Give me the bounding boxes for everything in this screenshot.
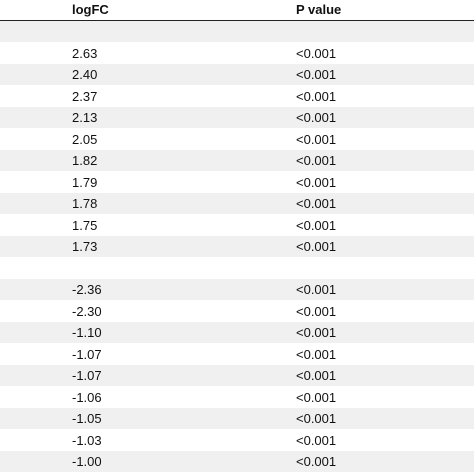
table-cell: -1.00 [72,454,102,469]
table-cell: <0.001 [296,346,337,362]
table-cell: -1.03 [72,432,102,448]
spacer-row [0,258,474,279]
table-cell: -2.36 [72,282,102,297]
table-cell: 2.37 [72,88,98,104]
data-row: 2.37 <0.001 [0,86,474,107]
table-cell: <0.001 [296,389,337,405]
table-cell: 1.73 [72,239,98,254]
table-cell: <0.001 [296,239,337,254]
data-row: -1.10 <0.001 [0,322,474,344]
data-row: -1.05 <0.001 [0,408,474,430]
data-row: 2.05 <0.001 [0,129,474,150]
data-row: 2.40 <0.001 [0,64,474,86]
table-cell: <0.001 [296,88,337,104]
data-row: -1.00 <0.001 [0,451,474,473]
data-row: -1.03 <0.001 [0,430,474,451]
data-row: 1.79 <0.001 [0,172,474,193]
table-cell: <0.001 [296,110,337,125]
data-row: 2.63 <0.001 [0,43,474,64]
table-cell: <0.001 [296,303,337,319]
table-cell: <0.001 [296,174,337,190]
table-cell: <0.001 [296,196,337,211]
table-cell: 1.82 [72,153,98,168]
data-row: 2.13 <0.001 [0,107,474,129]
header-cell: logFC [72,2,109,17]
table-cell: <0.001 [296,45,337,61]
table-cell: -1.10 [72,325,102,340]
table-cell: 2.13 [72,110,98,125]
table-cell: <0.001 [296,325,337,340]
table-cell: <0.001 [296,153,337,168]
table-cell: 1.75 [72,217,98,233]
table-cell: 1.79 [72,174,98,190]
table-cell: -1.05 [72,411,102,426]
table-cell: 2.63 [72,45,98,61]
table-cell: <0.001 [296,454,337,469]
data-row: -1.07 <0.001 [0,365,474,387]
table-cell: <0.001 [296,432,337,448]
table-cell: 2.05 [72,131,98,147]
table-cell: <0.001 [296,217,337,233]
table-cell: <0.001 [296,67,337,82]
data-row: 1.82 <0.001 [0,150,474,172]
table-cell: -2.30 [72,303,102,319]
data-row: 1.73 <0.001 [0,236,474,258]
table-cell: <0.001 [296,411,337,426]
data-row: -1.07 <0.001 [0,344,474,365]
spacer-row [0,21,474,43]
table-cell: <0.001 [296,282,337,297]
table-cell: -1.06 [72,389,102,405]
data-row: 1.78 <0.001 [0,193,474,215]
data-row: 1.75 <0.001 [0,215,474,236]
table-cell: <0.001 [296,131,337,147]
data-row: -1.06 <0.001 [0,387,474,408]
header-row: logFC P value [0,0,474,21]
data-row: -2.36 <0.001 [0,279,474,301]
data-row: -2.30 <0.001 [0,301,474,322]
table-cell: 1.78 [72,196,98,211]
table-cell: 2.40 [72,67,98,82]
table-cell: -1.07 [72,346,102,362]
header-cell: P value [296,2,342,17]
table-cell: <0.001 [296,368,337,383]
table-cell: -1.07 [72,368,102,383]
